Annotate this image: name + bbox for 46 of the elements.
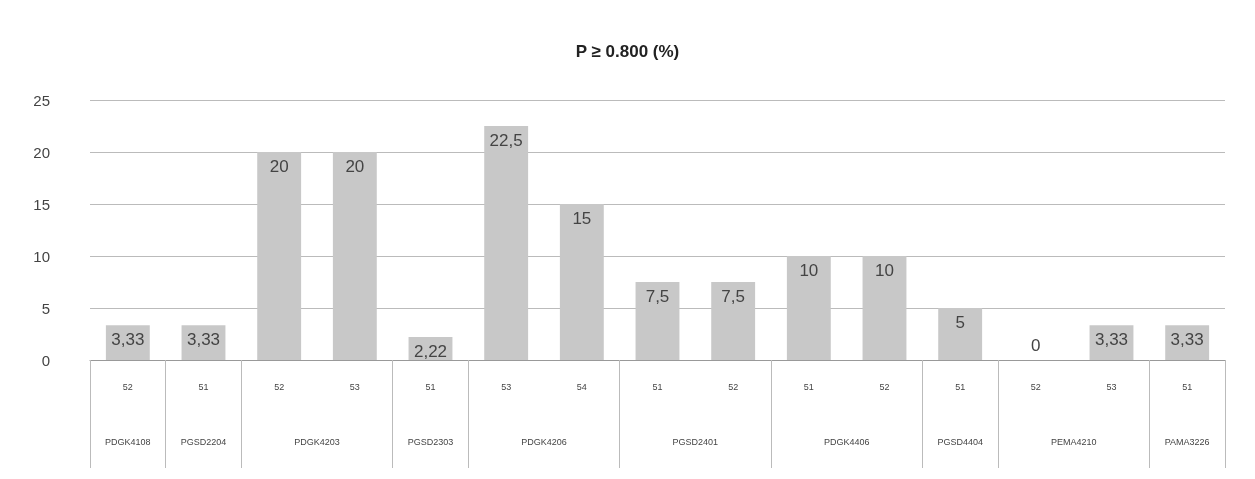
category-label: 53 PEMA4210: [1050, 381, 1117, 447]
y-tick-label: 0: [41, 351, 50, 369]
bar: [635, 282, 680, 360]
bar: [332, 152, 377, 360]
data-label: 10: [799, 261, 819, 280]
data-label: 10: [875, 261, 894, 280]
data-label: 0: [1031, 336, 1041, 355]
x-tick-label: 52: [274, 381, 285, 392]
category-label: 52 PDGK4108: [105, 381, 151, 447]
bar: [257, 152, 302, 360]
y-tick-label: 15: [33, 195, 50, 213]
y-tick-label: 10: [33, 247, 50, 265]
category-label: 52 PGSD2401: [672, 381, 739, 447]
bar: [938, 308, 983, 360]
x-tick-label: 52: [1030, 381, 1041, 392]
category-label: 54 PDGK4206: [521, 381, 587, 447]
data-label: 20: [345, 157, 365, 176]
data-label: 2,22: [413, 341, 448, 361]
chart-title: P ≥ 0.800 (%): [575, 42, 680, 61]
bar: [786, 256, 831, 360]
x-tick-label: 51: [652, 381, 663, 392]
bar: [862, 256, 907, 360]
bar: [484, 126, 529, 360]
category-label: 51 PAMA3226: [1164, 381, 1210, 447]
category-label: 51 PGSD2204: [180, 381, 227, 447]
x-tick-label: 51: [803, 381, 814, 392]
data-label: 5: [955, 313, 965, 332]
category-label: 52 PDGK4406: [823, 381, 890, 447]
data-label: 3,33: [1094, 330, 1129, 350]
data-label: 3,33: [111, 330, 145, 350]
category-label: 51 PGSD4404: [937, 381, 983, 447]
data-label: 3,33: [186, 330, 221, 350]
data-label: 7,5: [645, 287, 670, 306]
data-label: 22,5: [489, 131, 523, 150]
y-tick-label: 20: [33, 143, 50, 161]
bar: [711, 282, 756, 360]
y-tick-label: 25: [33, 91, 50, 109]
data-label: 20: [269, 157, 289, 176]
data-label: 3,33: [1170, 330, 1204, 350]
x-tick-label: 53: [501, 381, 512, 392]
data-label: 7,5: [721, 287, 745, 306]
data-label: 15: [572, 209, 592, 228]
bar: [559, 204, 604, 360]
y-tick-label: 5: [41, 299, 50, 317]
category-label: 53 PDGK4203: [294, 381, 360, 447]
category-label: 51 PGSD2303: [407, 381, 454, 447]
